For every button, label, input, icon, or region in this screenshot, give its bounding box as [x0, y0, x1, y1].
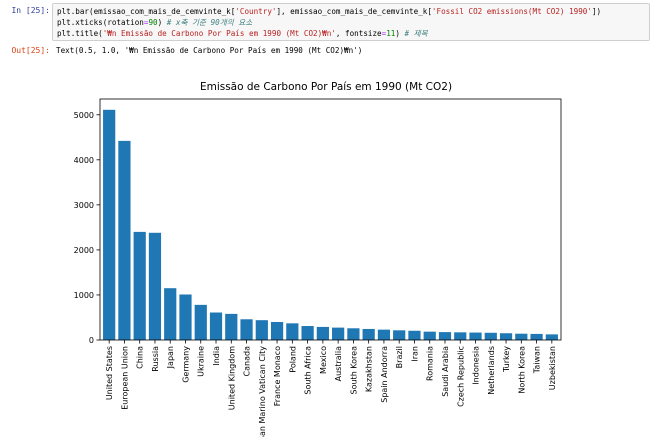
x-tick-label: Netherlands	[487, 346, 496, 395]
x-tick-label: United Kingdom	[227, 346, 236, 410]
y-tick-label: 5000	[74, 111, 94, 120]
output-text: Text(0.5, 1.0, '₩n Emissão de Carbono Po…	[56, 46, 363, 55]
code-token: 'Country'	[235, 7, 277, 16]
code-token: =	[143, 18, 149, 27]
x-axis: United States European Union China Russia Ja…	[105, 340, 557, 437]
code-line: plt.xticks(rotation=90) # x축 기준 90개의 요소	[57, 17, 645, 28]
x-tick-label: Mexico	[319, 346, 328, 374]
bar	[362, 328, 375, 340]
bar	[499, 333, 513, 340]
code-token: plt.title(	[57, 29, 103, 38]
y-tick-label: 1000	[74, 291, 94, 300]
code-token: # 제목	[404, 29, 428, 38]
code-token: ], emissao_com_mais_de_cemvinte_k[	[276, 7, 432, 16]
code-token: '₩n Emissão de Carbono Por País em 1990 …	[102, 29, 336, 38]
x-tick-label: Australia	[334, 346, 343, 381]
bars-group	[103, 109, 558, 340]
bar	[393, 330, 406, 340]
bar	[270, 321, 284, 340]
code-token: 'Fossil CO2 emissions(Mt CO2) 1990'	[431, 7, 592, 16]
code-token: )	[157, 18, 167, 27]
x-tick-label: North Korea	[517, 346, 526, 394]
x-tick-label: India	[212, 346, 221, 366]
code-token: plt.bar(emissao_com_mais_de_cemvinte_k[	[57, 7, 236, 16]
bar	[423, 331, 436, 340]
x-tick-label: Indonesia	[472, 346, 481, 385]
code-token: plt.xticks(rotation	[57, 18, 144, 27]
code-token: # x축 기준 90개의 요소	[166, 18, 253, 27]
x-tick-label: San Marino Vatican City	[258, 346, 267, 437]
x-tick-label: Saudi Arabia	[441, 346, 450, 397]
code-token: 11	[386, 29, 396, 38]
x-tick-label: Turkey	[502, 346, 511, 373]
bar	[332, 327, 345, 340]
bar	[194, 304, 207, 340]
x-tick-label: Taiwan	[533, 346, 542, 374]
output-cell: Out[25]: Text(0.5, 1.0, '₩n Emissão de C…	[0, 46, 659, 60]
code-line: plt.title('₩n Emissão de Carbono Por Paí…	[57, 28, 645, 39]
x-tick-label: United States	[105, 346, 114, 400]
bar	[530, 333, 543, 340]
y-tick-label: 4000	[74, 156, 94, 165]
bar	[133, 231, 146, 340]
code-token: , fontsize	[335, 29, 382, 38]
bar	[515, 333, 528, 340]
bar	[179, 294, 192, 340]
code-token: =	[381, 29, 387, 38]
plot-frame	[99, 98, 562, 341]
bar	[148, 232, 162, 340]
x-tick-label: Canada	[243, 346, 252, 377]
bar	[255, 320, 268, 340]
bar	[103, 109, 116, 340]
x-tick-label: South Korea	[349, 346, 358, 395]
x-tick-label: Japan	[166, 346, 175, 369]
x-tick-label: Ukraine	[197, 346, 206, 377]
code-line: plt.bar(emissao_com_mais_de_cemvinte_k['…	[57, 6, 645, 17]
bar	[484, 332, 497, 340]
bar	[347, 328, 360, 340]
input-cell: In [25]: plt.bar(emissao_com_mais_de_cem…	[0, 3, 659, 43]
bar	[408, 330, 421, 340]
bar	[454, 332, 467, 340]
y-axis: 0 1000 2000 3000 4000 5000	[74, 111, 100, 345]
y-tick-label: 3000	[74, 201, 94, 210]
bar	[438, 332, 452, 340]
code-token: 90	[148, 18, 158, 27]
x-tick-label: China	[136, 346, 145, 369]
x-tick-label: Iran	[410, 346, 419, 362]
input-prompt: In [25]:	[11, 6, 50, 15]
bar	[377, 329, 391, 340]
x-tick-label: Romania	[426, 346, 435, 381]
code-token: )	[395, 29, 405, 38]
code-token: ])	[591, 7, 602, 16]
chart-title: Emissão de Carbono Por País em 1990 (Mt …	[200, 81, 452, 93]
bar	[209, 312, 223, 340]
bar	[164, 288, 177, 340]
output-prompt: Out[25]:	[11, 46, 50, 55]
x-tick-label: Czech Republic	[456, 346, 465, 407]
x-tick-label: Germany	[181, 346, 190, 383]
y-tick-label: 0	[89, 336, 94, 345]
bar	[316, 326, 329, 340]
x-tick-label: Spain Andorra	[380, 346, 389, 403]
bar	[118, 140, 131, 340]
bar	[240, 319, 253, 340]
bar	[225, 313, 238, 340]
x-tick-label: Russia	[151, 346, 160, 372]
bar	[301, 326, 314, 340]
x-tick-label: Uzbekistan	[548, 346, 557, 390]
x-tick-label: South Africa	[304, 346, 313, 395]
x-tick-label: Kazakhstan	[365, 346, 374, 392]
x-tick-label: European Union	[120, 346, 129, 410]
x-tick-label: Poland	[288, 346, 297, 373]
bar	[545, 334, 558, 340]
x-tick-label: Brazil	[395, 346, 404, 368]
bar	[469, 332, 482, 340]
code-editor[interactable]: plt.bar(emissao_com_mais_de_cemvinte_k['…	[52, 3, 650, 41]
y-tick-label: 2000	[74, 246, 94, 255]
x-tick-label: France Monaco	[273, 346, 282, 406]
bar	[286, 323, 299, 340]
